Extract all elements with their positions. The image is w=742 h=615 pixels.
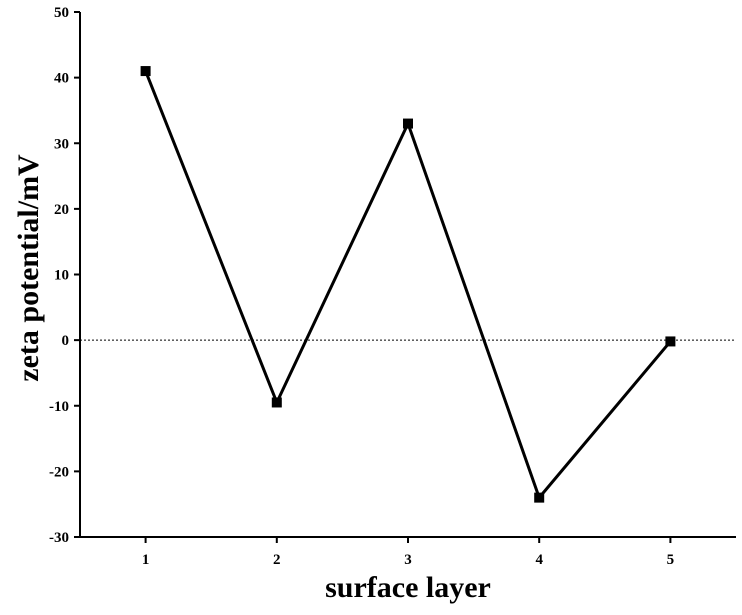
x-tick-label: 2 [273, 552, 281, 568]
x-tick-label: 4 [535, 552, 543, 568]
data-point-marker [140, 66, 151, 77]
y-tick-label: 40 [54, 71, 69, 87]
labels-layer: surface layer zeta potential/mV [12, 154, 491, 604]
y-tick-label: -20 [49, 464, 69, 480]
series-line [144, 70, 672, 500]
data-point-marker [534, 492, 545, 503]
y-tick-label: -10 [49, 399, 69, 415]
x-axis-title: surface layer [325, 571, 491, 604]
axes-layer: -30 -20 -10 0 10 20 30 40 50 1 2 3 4 5 [49, 5, 736, 568]
y-tick-label: 50 [54, 5, 69, 21]
data-point-marker [665, 336, 676, 347]
data-point-marker [403, 118, 413, 129]
y-tick-label: 10 [54, 268, 69, 284]
y-tick-label: 20 [54, 202, 69, 218]
y-tick-label: 30 [54, 136, 69, 152]
x-tick-label: 1 [142, 552, 150, 568]
series-layer [140, 66, 676, 503]
x-tick-label: 5 [667, 552, 675, 568]
y-axis-title: zeta potential/mV [12, 154, 45, 382]
x-tick-label: 3 [404, 552, 412, 568]
y-tick-label: 0 [62, 333, 70, 349]
y-tick-label: -30 [49, 530, 69, 546]
data-point-marker [271, 397, 282, 408]
